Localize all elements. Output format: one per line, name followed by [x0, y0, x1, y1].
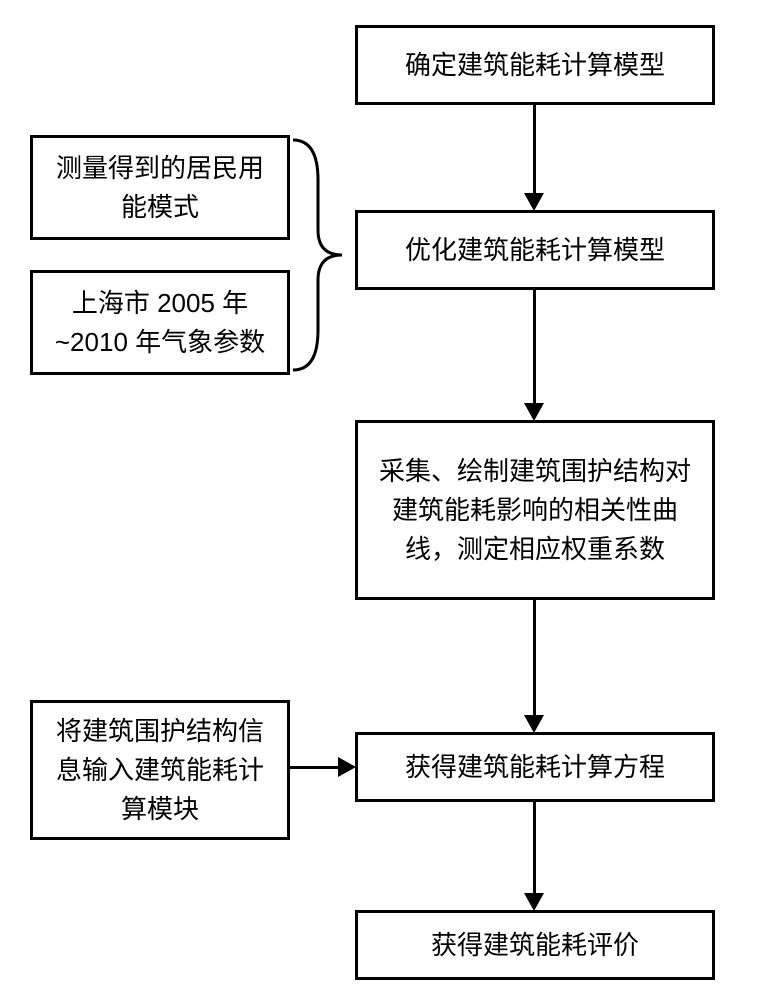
input-2-box: 上海市 2005 年~2010 年气象参数: [30, 270, 290, 375]
input-3-box: 将建筑围护结构信息输入建筑能耗计算模块: [30, 700, 290, 840]
step-3-label: 采集、绘制建筑围护结构对建筑能耗影响的相关性曲线，测定相应权重系数: [372, 452, 698, 569]
step-3-box: 采集、绘制建筑围护结构对建筑能耗影响的相关性曲线，测定相应权重系数: [355, 420, 715, 600]
arrow-4-5-line: [533, 802, 536, 895]
arrow-4-5-head: [524, 893, 544, 911]
arrow-1-2-line: [533, 105, 536, 195]
step-2-box: 优化建筑能耗计算模型: [355, 210, 715, 290]
input-1-label: 测量得到的居民用能模式: [47, 149, 273, 227]
arrow-3-4-head: [524, 715, 544, 733]
arrow-2-3-head: [524, 403, 544, 421]
step-2-label: 优化建筑能耗计算模型: [405, 231, 665, 270]
arrow-in3-line: [290, 766, 340, 769]
step-4-label: 获得建筑能耗计算方程: [405, 748, 665, 787]
input-2-label: 上海市 2005 年~2010 年气象参数: [47, 284, 273, 362]
arrow-3-4-line: [533, 600, 536, 717]
input-1-box: 测量得到的居民用能模式: [30, 135, 290, 240]
step-5-label: 获得建筑能耗评价: [431, 926, 639, 965]
input-3-label: 将建筑围护结构信息输入建筑能耗计算模块: [47, 712, 273, 829]
arrow-1-2-head: [524, 193, 544, 211]
step-1-label: 确定建筑能耗计算模型: [405, 46, 665, 85]
brace-merge-icon: [290, 135, 355, 375]
arrow-2-3-line: [533, 290, 536, 405]
arrow-in3-head: [338, 757, 356, 777]
step-1-box: 确定建筑能耗计算模型: [355, 25, 715, 105]
step-5-box: 获得建筑能耗评价: [355, 910, 715, 980]
step-4-box: 获得建筑能耗计算方程: [355, 732, 715, 802]
